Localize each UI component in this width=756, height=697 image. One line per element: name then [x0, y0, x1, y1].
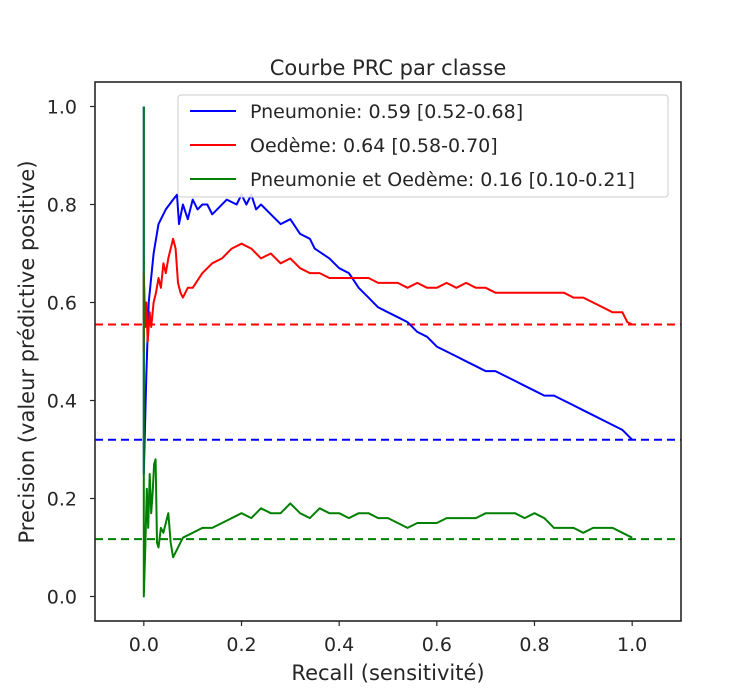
x-tick-label: 0.8 [519, 634, 549, 656]
x-tick-label: 0.2 [226, 634, 256, 656]
y-axis-label: Precision (valeur prédictive positive) [15, 160, 39, 543]
series-layer [95, 106, 681, 598]
legend-entry: Pneumonie: 0.59 [0.52-0.68] [250, 101, 523, 123]
axes-frame [94, 81, 682, 622]
y-tick-label: 0.2 [47, 489, 77, 511]
series-line [142, 106, 633, 598]
x-tick-label: 0.6 [422, 634, 452, 656]
y-tick-label: 0.8 [47, 195, 77, 217]
legend: Pneumonie: 0.59 [0.52-0.68] Oedème: 0.64 … [177, 94, 669, 198]
y-tick-label: 0.4 [47, 391, 77, 413]
x-tick-label: 0.4 [324, 634, 354, 656]
legend-entry: Pneumonie et Oedème: 0.16 [0.10-0.21] [250, 169, 635, 191]
y-tick-label: 1.0 [47, 97, 77, 119]
y-tick-label: 0.6 [47, 293, 77, 315]
series-line [142, 106, 633, 475]
y-tick-label: 0.0 [47, 587, 77, 609]
series-line [142, 237, 633, 352]
x-tick-label: 0.0 [129, 634, 159, 656]
x-tick-label: 1.0 [617, 634, 647, 656]
chart-title: Courbe PRC par classe [270, 56, 507, 80]
plot-area: 0.0 0.2 0.4 0.6 0.8 1.0 0.0 0.2 0.4 0.6 0.8 1.0 [47, 81, 682, 656]
legend-box [177, 94, 669, 198]
x-axis-label: Recall (sensitivité) [291, 661, 484, 685]
legend-entry: Oedème: 0.64 [0.58-0.70] [250, 135, 498, 157]
